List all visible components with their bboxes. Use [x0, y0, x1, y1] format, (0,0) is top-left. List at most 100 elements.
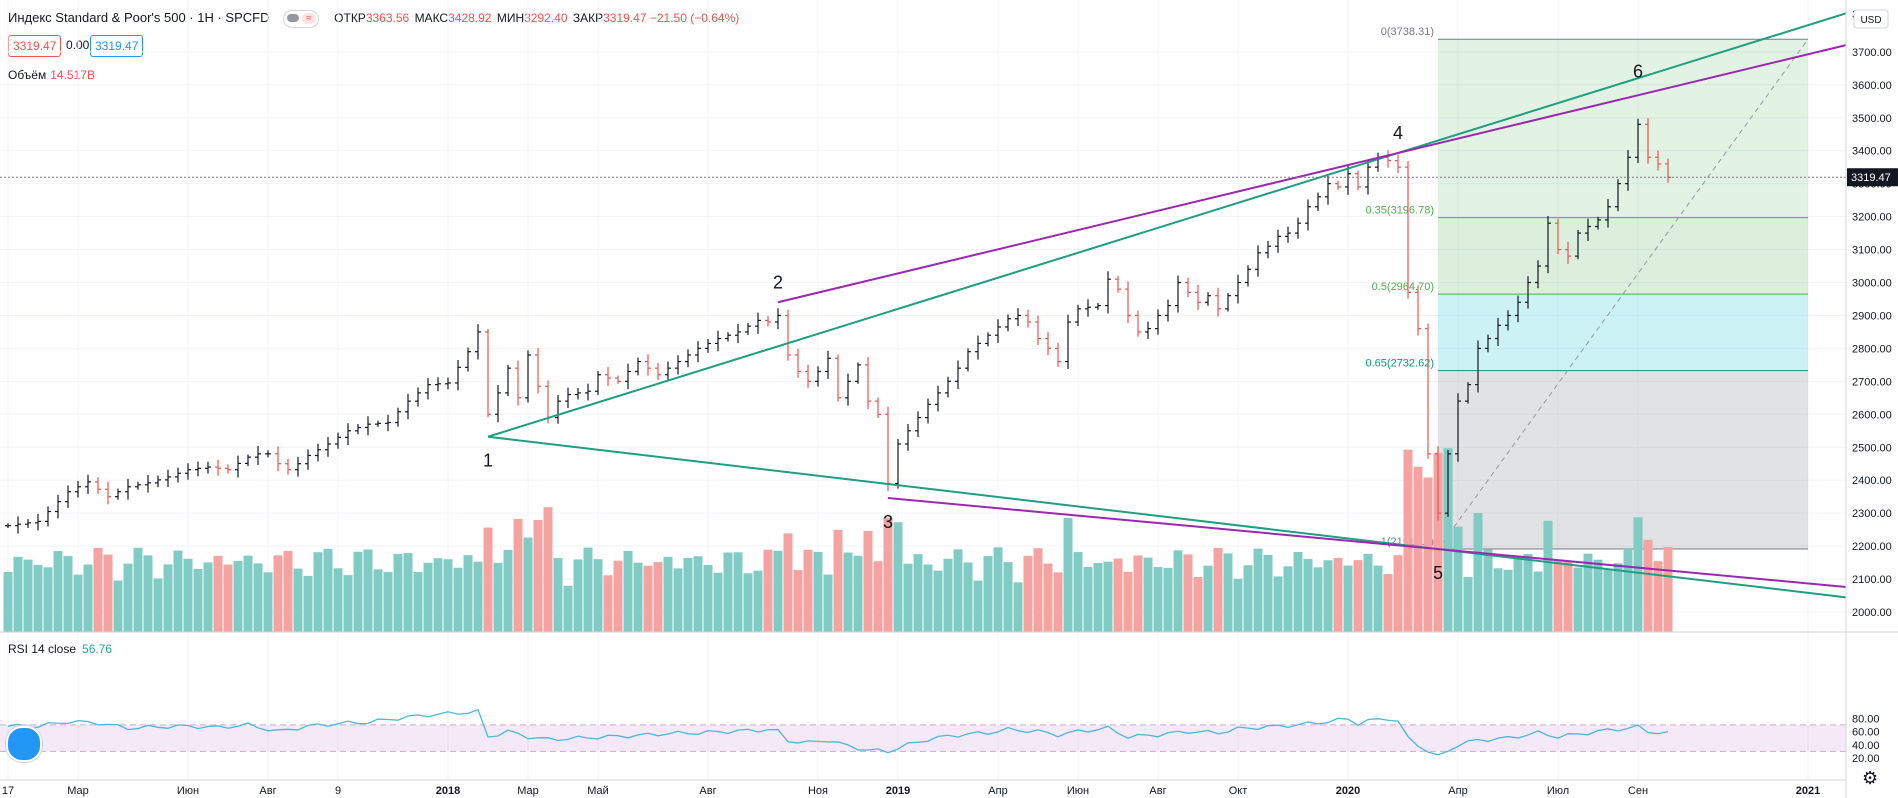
volume-bar: [793, 569, 803, 632]
time-tick: Мар: [67, 785, 89, 797]
volume-bar: [613, 560, 623, 632]
volume-bar: [853, 555, 863, 632]
time-tick: Июн: [1067, 785, 1089, 797]
volume-bar: [1033, 548, 1043, 632]
price-tick: 2500.00: [1852, 442, 1892, 454]
volume-bar: [1603, 569, 1613, 632]
volume-bar: [1323, 560, 1333, 632]
volume-bar: [3, 572, 13, 632]
volume-bar: [1303, 559, 1313, 632]
volume-bar: [1003, 562, 1013, 632]
time-tick: Июн: [177, 785, 199, 797]
volume-bar: [1403, 449, 1413, 632]
volume-bar: [1493, 568, 1503, 632]
volume-bar: [1393, 555, 1403, 632]
price-tick: 2100.00: [1852, 574, 1892, 586]
volume-bar: [1013, 582, 1023, 632]
volume-bar: [973, 580, 983, 632]
volume-bar: [1473, 513, 1483, 632]
volume-bar: [303, 575, 313, 632]
time-tick: 9: [335, 785, 341, 797]
volume-bar: [1313, 567, 1323, 632]
volume-bar: [143, 555, 153, 632]
volume-bar: [783, 533, 793, 632]
price-tick: 3500.00: [1852, 113, 1892, 125]
volume-bar: [223, 564, 233, 632]
rsi-tick: 20.00: [1852, 753, 1880, 765]
volume-bars: [3, 448, 1673, 632]
volume-bar: [743, 573, 753, 632]
volume-bar: [773, 550, 783, 632]
upper-green-trendline: [487, 12, 1847, 438]
volume-bar: [273, 555, 283, 632]
volume-bar: [183, 558, 193, 632]
volume-bar: [913, 554, 923, 632]
wave-label: 3: [883, 512, 893, 532]
symbol-title[interactable]: Индекс Standard & Poor's 500 · 1Н · SPCF…: [8, 10, 270, 26]
volume-bar: [403, 553, 413, 632]
volume-bar: [713, 572, 723, 632]
volume-bar: [1273, 576, 1283, 632]
volume-bar: [1083, 566, 1093, 632]
last-price-badge: [1847, 168, 1898, 187]
volume-bar: [473, 561, 483, 632]
chart-grid: [0, 0, 1846, 780]
price-tick: 2700.00: [1852, 376, 1892, 388]
price-tick: 3400.00: [1852, 146, 1892, 158]
volume-bar: [1613, 563, 1623, 632]
volume-bar: [1263, 554, 1273, 632]
volume-bar: [1143, 557, 1153, 632]
volume-bar: [423, 562, 433, 632]
price-tick: 2000.00: [1852, 607, 1892, 619]
volume-bar: [53, 551, 63, 632]
volume-bar: [1283, 566, 1293, 632]
volume-bar: [1183, 554, 1193, 632]
volume-bar: [63, 556, 73, 632]
volume-bar: [1643, 539, 1653, 632]
volume-bar: [13, 556, 23, 632]
volume-bar: [453, 567, 463, 632]
volume-bar: [1133, 555, 1143, 632]
volume-bar: [1633, 517, 1643, 632]
volume-bar: [753, 570, 763, 632]
volume-bar: [513, 518, 523, 632]
volume-bar: [723, 552, 733, 632]
volume-bar: [893, 522, 903, 632]
volume-bar: [103, 554, 113, 632]
volume-bar: [643, 565, 653, 632]
volume-bar: [433, 558, 443, 632]
volume-bar: [823, 574, 833, 632]
volume-bar: [1503, 569, 1513, 632]
time-tick: 2018: [436, 785, 460, 797]
currency-badge: [1853, 9, 1889, 29]
volume-bar: [1063, 517, 1073, 632]
volume-bar: [873, 561, 883, 632]
volume-bar: [693, 556, 703, 632]
time-tick: Авг: [699, 785, 716, 797]
time-tick: 2020: [1336, 785, 1360, 797]
volume-bar: [1433, 452, 1443, 632]
settings-gear-icon[interactable]: ⚙: [1862, 768, 1879, 788]
volume-bar: [353, 551, 363, 632]
volume-bar: [1623, 548, 1633, 632]
tradingview-logo-icon[interactable]: [6, 726, 42, 762]
compare-toggle[interactable]: ≈: [282, 10, 319, 28]
time-tick: Апр: [988, 785, 1007, 797]
volume-label: Объём: [8, 68, 47, 82]
open-label: ОТКР: [334, 11, 366, 26]
volume-bar: [533, 520, 543, 632]
volume-bar: [443, 559, 453, 632]
volume-bar: [313, 552, 323, 632]
fib-level-label: 0.5(2964.70): [1372, 281, 1434, 293]
volume-bar: [923, 564, 933, 632]
volume-bar: [623, 550, 633, 632]
volume-bar: [1113, 558, 1123, 632]
rsi-tick: 60.00: [1852, 727, 1880, 739]
price-tick: 3700.00: [1852, 47, 1892, 59]
volume-bar: [663, 556, 673, 632]
volume-bar: [953, 549, 963, 632]
rsi-line: [7, 708, 1669, 756]
volume-bar: [1553, 560, 1563, 632]
volume-bar: [563, 585, 573, 632]
